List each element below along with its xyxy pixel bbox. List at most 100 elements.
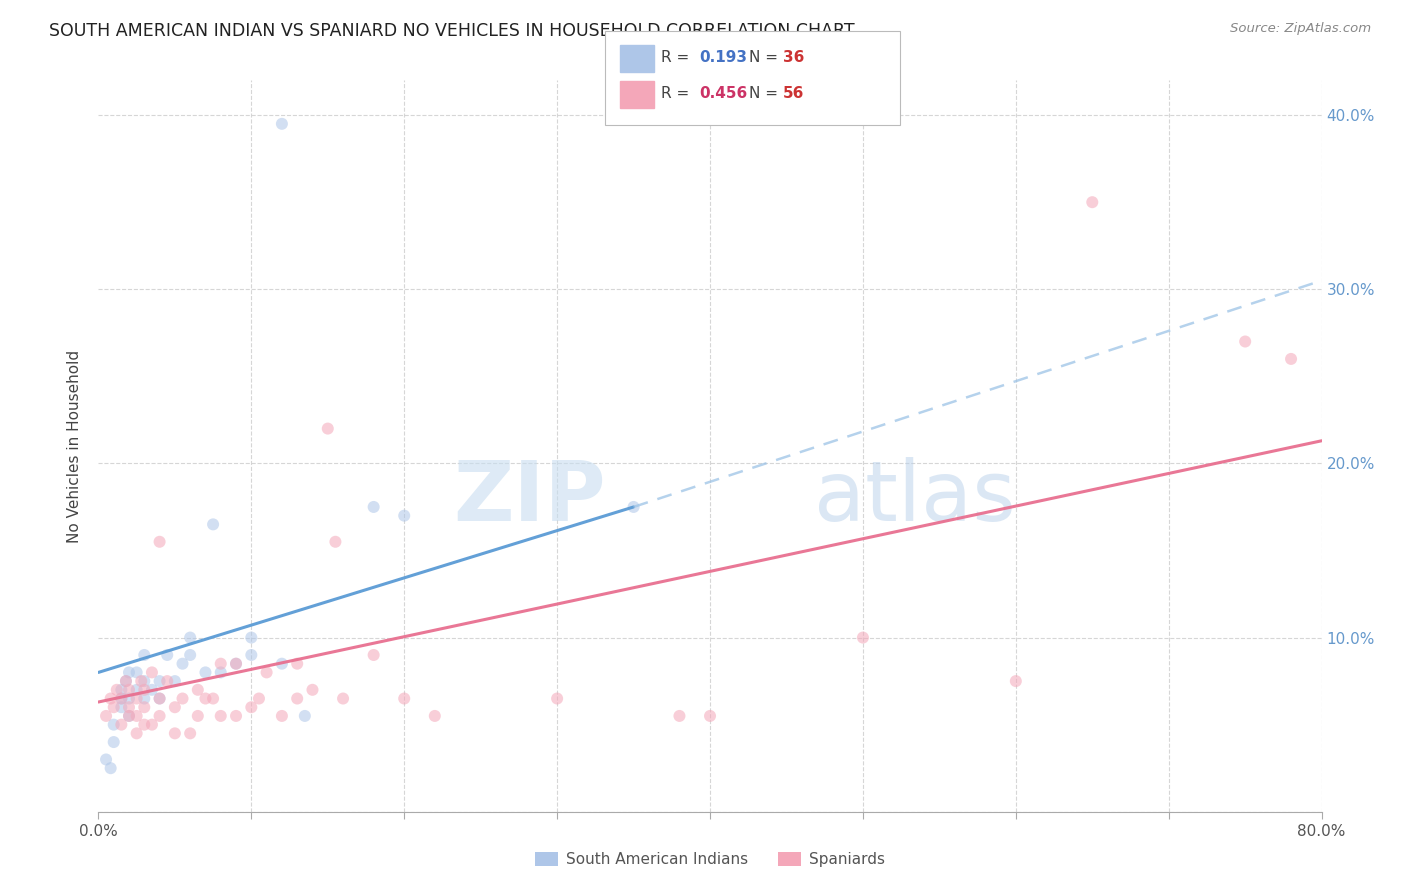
Point — [247, 691, 270, 706]
Point — [301, 682, 323, 697]
Point — [256, 665, 278, 680]
Point — [125, 691, 148, 706]
Point — [325, 534, 347, 549]
Point — [240, 631, 263, 645]
Point — [270, 117, 292, 131]
Point — [332, 691, 354, 706]
Point — [125, 726, 148, 740]
Point — [149, 534, 172, 549]
Point — [110, 682, 132, 697]
Point — [363, 648, 385, 662]
Point — [294, 709, 316, 723]
Point — [149, 674, 172, 689]
Point — [209, 709, 232, 723]
Point — [94, 709, 117, 723]
Point — [103, 717, 125, 731]
Point — [202, 517, 225, 532]
Legend: South American Indians, Spaniards: South American Indians, Spaniards — [529, 847, 891, 873]
Point — [179, 726, 201, 740]
Point — [100, 761, 122, 775]
Point — [179, 648, 201, 662]
Point — [423, 709, 446, 723]
Point — [115, 674, 138, 689]
Point — [363, 500, 385, 514]
Point — [392, 691, 416, 706]
Point — [194, 665, 217, 680]
Point — [118, 665, 141, 680]
Point — [141, 682, 163, 697]
Text: 36: 36 — [783, 50, 804, 64]
Point — [125, 709, 148, 723]
Text: 56: 56 — [783, 87, 804, 101]
Point — [118, 700, 141, 714]
Point — [134, 691, 156, 706]
Text: 0.193: 0.193 — [699, 50, 747, 64]
Point — [187, 709, 209, 723]
Point — [156, 674, 179, 689]
Text: 0.456: 0.456 — [699, 87, 747, 101]
Text: R =: R = — [661, 87, 695, 101]
Point — [118, 709, 141, 723]
Point — [172, 657, 194, 671]
Point — [285, 657, 308, 671]
Point — [134, 648, 156, 662]
Point — [129, 674, 152, 689]
Point — [1081, 195, 1104, 210]
Point — [194, 691, 217, 706]
Text: N =: N = — [749, 50, 783, 64]
Point — [179, 631, 201, 645]
Point — [392, 508, 416, 523]
Point — [149, 691, 172, 706]
Point — [149, 691, 172, 706]
Point — [134, 717, 156, 731]
Point — [103, 735, 125, 749]
Point — [240, 648, 263, 662]
Point — [852, 631, 875, 645]
Point — [118, 682, 141, 697]
Text: Source: ZipAtlas.com: Source: ZipAtlas.com — [1230, 22, 1371, 36]
Point — [134, 682, 156, 697]
Point — [163, 726, 186, 740]
Text: atlas: atlas — [814, 457, 1015, 538]
Point — [141, 717, 163, 731]
Point — [105, 682, 128, 697]
Point — [163, 700, 186, 714]
Text: SOUTH AMERICAN INDIAN VS SPANIARD NO VEHICLES IN HOUSEHOLD CORRELATION CHART: SOUTH AMERICAN INDIAN VS SPANIARD NO VEH… — [49, 22, 855, 40]
Point — [118, 691, 141, 706]
Point — [270, 709, 292, 723]
Y-axis label: No Vehicles in Household: No Vehicles in Household — [67, 350, 83, 542]
Point — [103, 700, 125, 714]
Point — [1004, 674, 1026, 689]
Point — [699, 709, 721, 723]
Text: N =: N = — [749, 87, 783, 101]
Point — [125, 665, 148, 680]
Point — [187, 682, 209, 697]
Point — [668, 709, 690, 723]
Text: R =: R = — [661, 50, 695, 64]
Point — [623, 500, 645, 514]
Point — [100, 691, 122, 706]
Point — [202, 691, 225, 706]
Text: ZIP: ZIP — [454, 457, 606, 538]
Point — [316, 421, 339, 435]
Point — [94, 752, 117, 766]
Point — [225, 657, 247, 671]
Point — [110, 691, 132, 706]
Point — [270, 657, 292, 671]
Point — [110, 691, 132, 706]
Point — [156, 648, 179, 662]
Point — [1279, 351, 1302, 366]
Point — [240, 700, 263, 714]
Point — [141, 665, 163, 680]
Point — [125, 682, 148, 697]
Point — [110, 700, 132, 714]
Point — [134, 700, 156, 714]
Point — [285, 691, 308, 706]
Point — [115, 674, 138, 689]
Point — [1234, 334, 1257, 349]
Point — [118, 709, 141, 723]
Point — [172, 691, 194, 706]
Point — [546, 691, 568, 706]
Point — [163, 674, 186, 689]
Point — [225, 657, 247, 671]
